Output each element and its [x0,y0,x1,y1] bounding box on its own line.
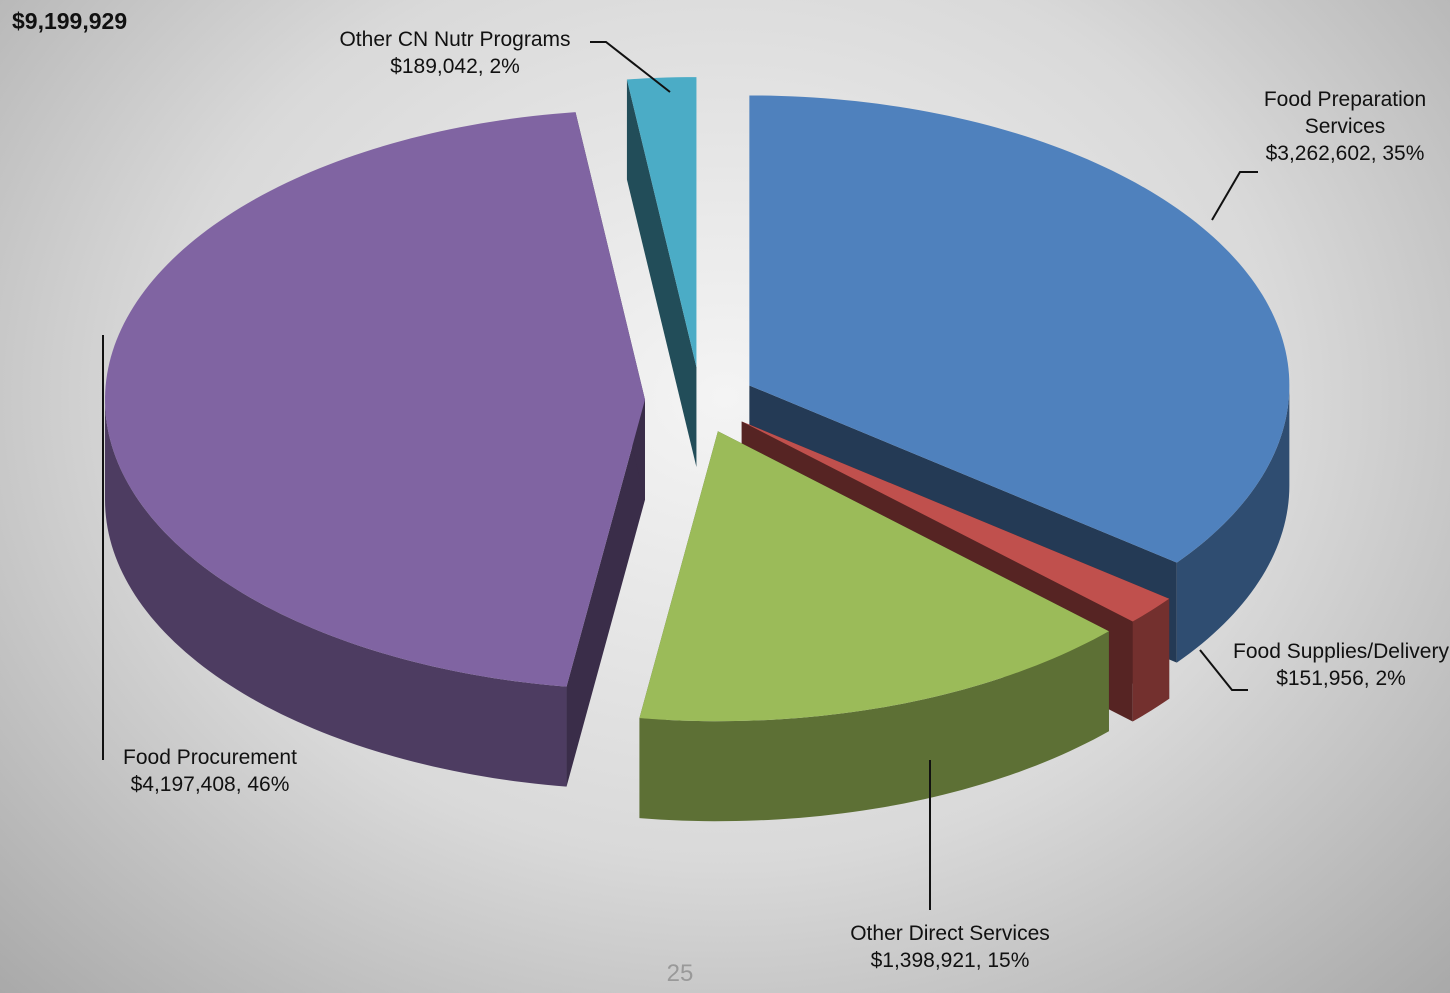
category-label: Food Procurement [123,746,297,769]
value-label: $151,956, 2% [1276,667,1406,690]
chart-title: $9,199,929 [12,8,128,34]
leader-line [1199,649,1248,691]
category-label: Food Supplies/Delivery [1233,640,1449,663]
data-label: Other Direct Services $1,398,921, 15% [820,920,1080,974]
leader-line [590,41,671,93]
slice-side [639,631,1109,822]
slice-side [1176,385,1290,663]
value-label: $4,197,408, 46% [130,773,290,796]
pie-slice [626,77,697,368]
data-label: Food Supplies/Delivery $151,956, 2% [1232,638,1450,692]
data-label: Other CN Nutr Programs $189,042, 2% [310,26,600,80]
category-label: Other CN Nutr Programs [339,28,571,51]
data-label: Food Preparation Services $3,262,602, 35% [1240,86,1450,167]
page-number: 25 [666,960,694,987]
value-label: $189,042, 2% [390,55,520,78]
value-label: $1,398,921, 15% [870,949,1030,972]
data-label: Food Procurement $4,197,408, 46% [100,744,320,798]
category-label: Food Preparation Services [1263,88,1427,138]
slice-face [566,399,646,787]
slice-face [626,79,697,468]
pie-slice [741,421,1170,622]
value-label: $3,262,602, 35% [1265,142,1425,165]
category-label: Other Direct Services [850,922,1050,945]
leader-line [1211,171,1258,221]
slice-side [105,399,567,787]
slice-side [1132,598,1170,722]
pie-slice [639,431,1109,722]
pie-slice [105,112,646,687]
pie-slice [749,95,1290,563]
